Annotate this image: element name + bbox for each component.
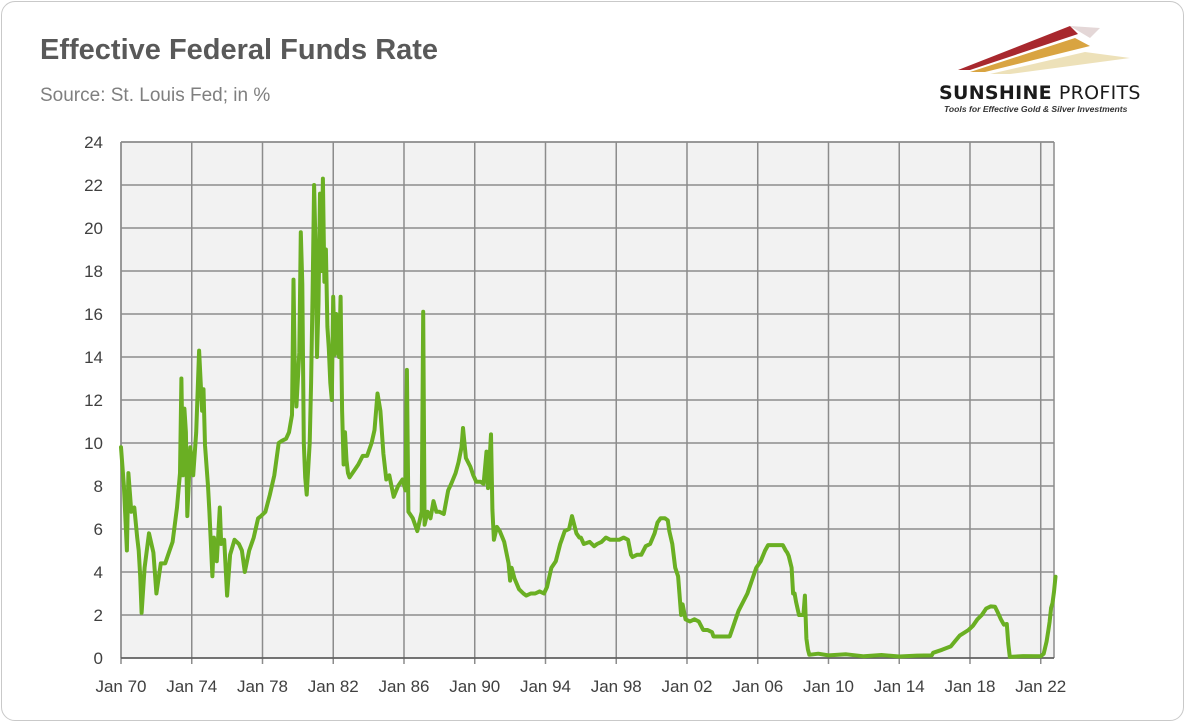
series-line-effective-fed-funds-rate: [119, 176, 1058, 659]
chart-title: Effective Federal Funds Rate: [40, 34, 439, 66]
y-tick-label: 10: [84, 434, 103, 453]
x-tick-label: Jan 98: [591, 677, 642, 696]
x-tick-label: Jan 70: [95, 677, 146, 696]
y-tick-label: 14: [84, 348, 103, 367]
x-tick-label: Jan 90: [449, 677, 500, 696]
y-tick-label: 2: [94, 606, 103, 625]
x-tick-label: Jan 74: [166, 677, 217, 696]
logo-name-thin: PROFITS: [1058, 82, 1141, 104]
x-axis-ticks: Jan 70 Jan 74 Jan 78 Jan 82 Jan 86 Jan 90 Jan …: [95, 677, 1066, 696]
gridlines: [120, 141, 1055, 664]
x-tick-label: Jan 86: [378, 677, 429, 696]
logo-tagline: Tools for Effective Gold & Silver Invest…: [944, 104, 1128, 114]
y-tick-label: 0: [94, 649, 103, 668]
x-tick-label: Jan 02: [661, 677, 712, 696]
y-tick-label: 18: [84, 262, 103, 281]
logo-swoosh-icon: [958, 26, 1130, 74]
y-tick-label: 8: [94, 477, 103, 496]
sunshine-profits-logo: SUNSHINE PROFITS Tools for Effective Gol…: [930, 18, 1170, 118]
logo-name-bold: SUNSHINE: [939, 82, 1052, 104]
y-tick-label: 24: [84, 133, 103, 152]
logo-name: SUNSHINE PROFITS: [939, 82, 1141, 104]
x-tick-label: Jan 18: [944, 677, 995, 696]
x-tick-label: Jan 22: [1015, 677, 1066, 696]
y-tick-label: 6: [94, 520, 103, 539]
y-tick-label: 12: [84, 391, 103, 410]
y-tick-label: 16: [84, 305, 103, 324]
y-tick-label: 4: [94, 563, 103, 582]
x-tick-label: Jan 14: [874, 677, 925, 696]
y-tick-label: 20: [84, 219, 103, 238]
x-tick-label: Jan 06: [732, 677, 783, 696]
chart-subtitle: Source: St. Louis Fed; in %: [40, 85, 271, 106]
y-tick-label: 22: [84, 176, 103, 195]
x-tick-label: Jan 10: [803, 677, 854, 696]
x-tick-label: Jan 94: [520, 677, 571, 696]
x-tick-label: Jan 82: [308, 677, 359, 696]
x-tick-label: Jan 78: [237, 677, 288, 696]
